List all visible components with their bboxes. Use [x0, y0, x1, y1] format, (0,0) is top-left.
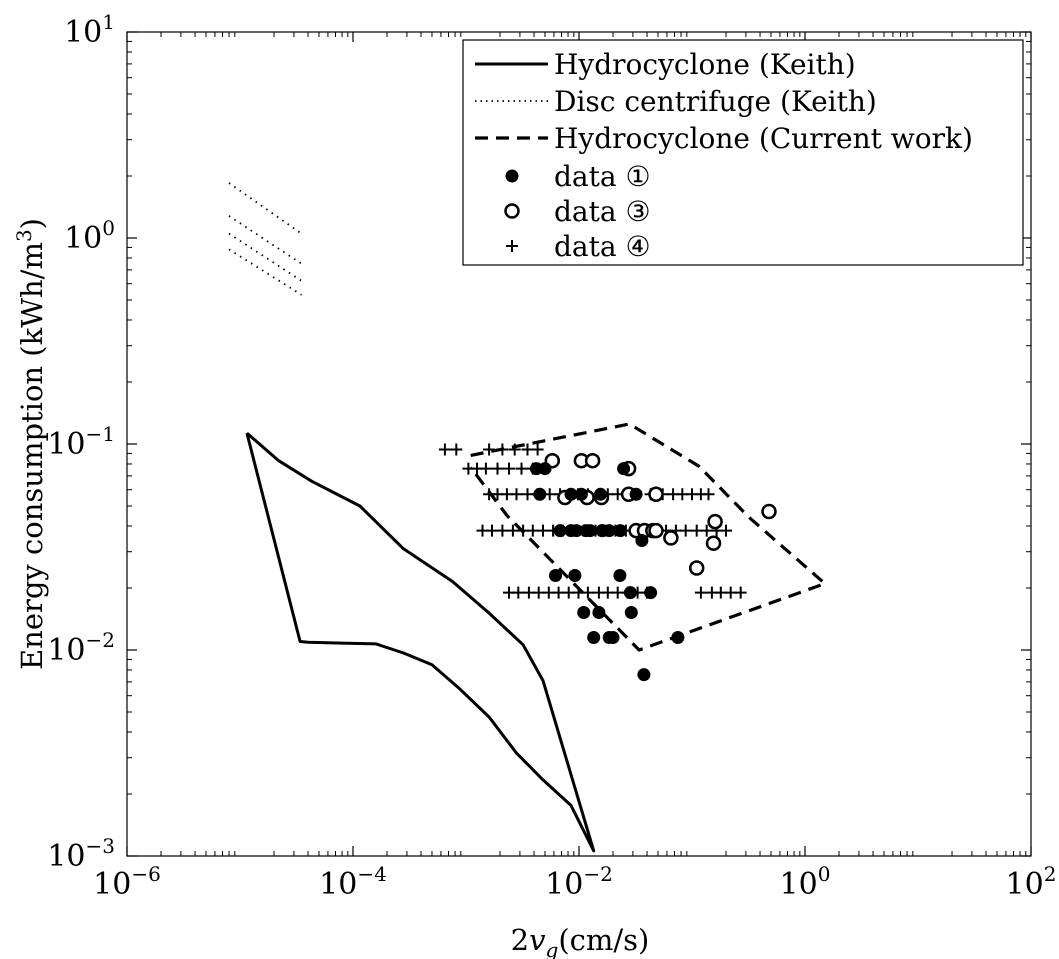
data-4-point — [508, 443, 521, 456]
data-1-point — [564, 487, 578, 501]
data-1-point — [564, 524, 578, 538]
data-4-point — [486, 524, 498, 537]
data-4-point — [581, 586, 594, 599]
data-4-point — [531, 443, 544, 456]
data-4-point — [479, 462, 492, 475]
legend-box — [462, 39, 1024, 266]
x-tick-label: 10−2 — [545, 862, 613, 902]
data-3-point — [707, 513, 723, 530]
data-4-point — [734, 586, 747, 599]
data-1-point — [606, 631, 620, 644]
x-tick-label: 10−4 — [319, 862, 387, 902]
data-4-point — [526, 524, 539, 537]
data-3-point — [663, 530, 679, 546]
data-1-point — [644, 586, 658, 600]
data-4-point — [512, 586, 525, 599]
data-4-point — [532, 586, 545, 599]
data-1-point — [624, 606, 638, 619]
data-1-point — [613, 569, 627, 582]
data-4-point — [552, 586, 565, 599]
data-1-point — [553, 524, 567, 538]
data-3-point — [648, 486, 664, 503]
legend-label-disc-centrifuge: Disc centrifuge (Keith) — [554, 85, 877, 118]
data-1-point — [629, 487, 643, 501]
data-4-point — [694, 586, 707, 599]
series-disc-centrifuge-line-2 — [228, 215, 302, 265]
legend-marker-data-3 — [504, 203, 520, 219]
data-4-point — [506, 524, 519, 537]
y-tick-label: 101 — [64, 10, 115, 50]
data-1-point — [671, 631, 685, 644]
data-3-point — [648, 522, 664, 539]
data-4-point — [537, 524, 549, 537]
data-1-point — [533, 487, 547, 501]
data-1-point — [568, 569, 582, 582]
data-1-point — [577, 606, 591, 619]
data-3-point — [761, 503, 777, 520]
data-1-point — [594, 487, 607, 501]
data-1-point — [637, 668, 651, 682]
series-hydrocyclone-keith-line — [245, 431, 596, 853]
data-1-point — [549, 569, 562, 582]
y-tick-label: 100 — [64, 216, 115, 256]
legend-label-hydrocyclone-keith: Hydrocyclone (Keith) — [554, 48, 856, 81]
series-hydrocyclone-current-line — [469, 422, 827, 652]
data-1-point — [579, 524, 593, 538]
data-4-point — [521, 443, 534, 456]
data-1-point — [574, 487, 588, 501]
series-disc-centrifuge-line-1 — [228, 182, 303, 235]
data-4-point — [483, 443, 496, 456]
data-4-point — [510, 488, 523, 501]
legend-label-data-4: data ④ — [554, 230, 651, 263]
data-4-point — [496, 443, 509, 456]
data-4-point — [679, 524, 692, 537]
data-1-point — [613, 524, 627, 538]
x-tick-label: 100 — [780, 862, 831, 902]
data-4-point — [515, 462, 528, 475]
series-disc-centrifuge-line-3 — [228, 232, 302, 282]
data-1-point — [635, 534, 649, 547]
plot-area — [228, 182, 827, 853]
data-1-point — [538, 462, 552, 476]
data-4-point — [521, 488, 534, 501]
data-4-point — [702, 488, 715, 501]
y-tick-label: 10−2 — [47, 628, 115, 668]
axis-ticks: 10−6 10−4 10−2 100 102 10−3 10−2 10−1 100 101 — [47, 10, 1056, 902]
data-1-point — [587, 631, 601, 644]
data-1-point — [617, 462, 631, 476]
data-4-point — [491, 462, 504, 475]
legend-label-data-3: data ③ — [554, 195, 651, 228]
data-4-point — [450, 443, 463, 456]
data-3-point — [705, 535, 722, 551]
y-tick-label: 10−1 — [47, 422, 115, 462]
y-axis-label: Energy consumption (kWh/m3) — [12, 218, 49, 670]
data-4-point — [720, 524, 732, 537]
series-disc-centrifuge-line-4 — [228, 248, 302, 296]
legend-marker-data-4 — [506, 240, 518, 252]
legend-marker-data-1 — [505, 169, 519, 183]
legend: Hydrocyclone (Keith) Disc centrifuge (Ke… — [462, 39, 1024, 266]
legend-label-data-1: data ① — [554, 160, 651, 193]
x-tick-label: 102 — [1006, 862, 1057, 902]
y-tick-label: 10−3 — [47, 834, 115, 874]
data-1-point — [623, 586, 637, 600]
data-1-point — [602, 524, 616, 538]
data-1-point — [592, 606, 606, 619]
data-3-point — [688, 560, 705, 576]
legend-label-hydrocyclone-current: Hydrocyclone (Current work) — [554, 122, 973, 155]
data-3-point — [584, 452, 601, 469]
x-axis-label: 2vg(cm/s) — [511, 923, 650, 959]
x-tick-label: 10−6 — [93, 862, 161, 902]
data-4-point — [496, 524, 509, 537]
data-4-point — [438, 443, 451, 456]
data-4-point — [503, 462, 515, 475]
